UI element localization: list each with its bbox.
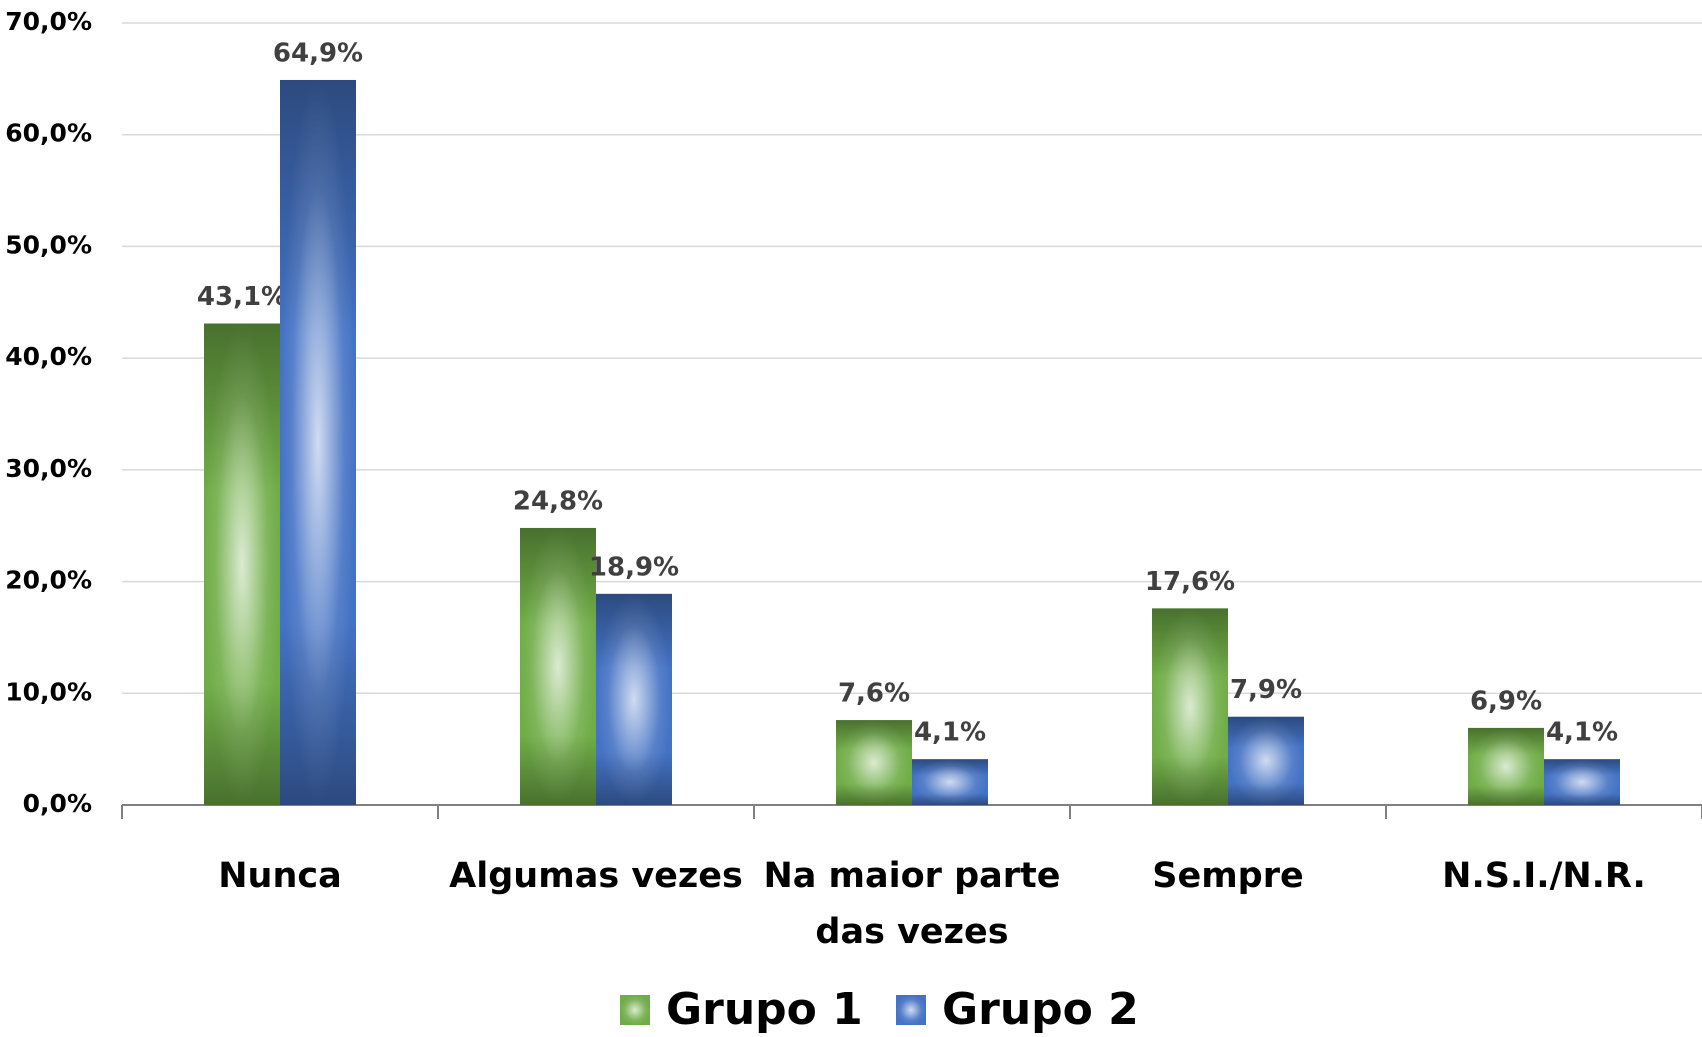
x-tick-label: Na maior parte das vezes: [763, 856, 1061, 952]
value-label: 4,1%: [1546, 718, 1618, 748]
value-label: 17,6%: [1145, 567, 1235, 597]
value-label: 6,9%: [1470, 686, 1542, 716]
y-tick-label: 30,0%: [5, 454, 92, 483]
bar-highlight: [1544, 759, 1620, 805]
x-tick-label: Sempre: [1152, 856, 1304, 896]
bar-highlight: [596, 593, 672, 805]
y-tick-label: 0,0%: [23, 789, 92, 818]
x-tick-label: Nunca: [218, 856, 342, 896]
legend-swatch-highlight: [620, 995, 650, 1025]
x-tick-label: N.S.I./N.R.: [1442, 856, 1646, 896]
y-tick-label: 20,0%: [5, 566, 92, 595]
bar-highlight: [1152, 608, 1228, 805]
y-tick-label: 50,0%: [5, 230, 92, 259]
bar-highlight: [1228, 716, 1304, 805]
bar-highlight: [204, 323, 280, 805]
bar-highlight: [912, 759, 988, 805]
value-label: 64,9%: [273, 38, 363, 68]
legend-swatch-highlight: [896, 995, 926, 1025]
value-label: 4,1%: [914, 718, 986, 748]
y-tick-label: 40,0%: [5, 342, 92, 371]
bar-highlight: [280, 79, 356, 805]
legend-label: Grupo 1: [666, 984, 863, 1035]
value-label: 7,9%: [1230, 675, 1302, 705]
value-label: 18,9%: [589, 552, 679, 582]
bar-highlight: [836, 720, 912, 805]
y-tick-label: 10,0%: [5, 677, 92, 706]
y-tick-label: 60,0%: [5, 119, 92, 148]
x-tick-label: Algumas vezes: [449, 856, 743, 896]
bar-highlight: [1468, 727, 1544, 805]
value-label: 7,6%: [838, 679, 910, 709]
value-label: 43,1%: [197, 282, 287, 312]
legend-label: Grupo 2: [942, 984, 1139, 1035]
y-tick-label: 70,0%: [5, 7, 92, 36]
bar-highlight: [520, 527, 596, 805]
value-label: 24,8%: [513, 486, 603, 516]
